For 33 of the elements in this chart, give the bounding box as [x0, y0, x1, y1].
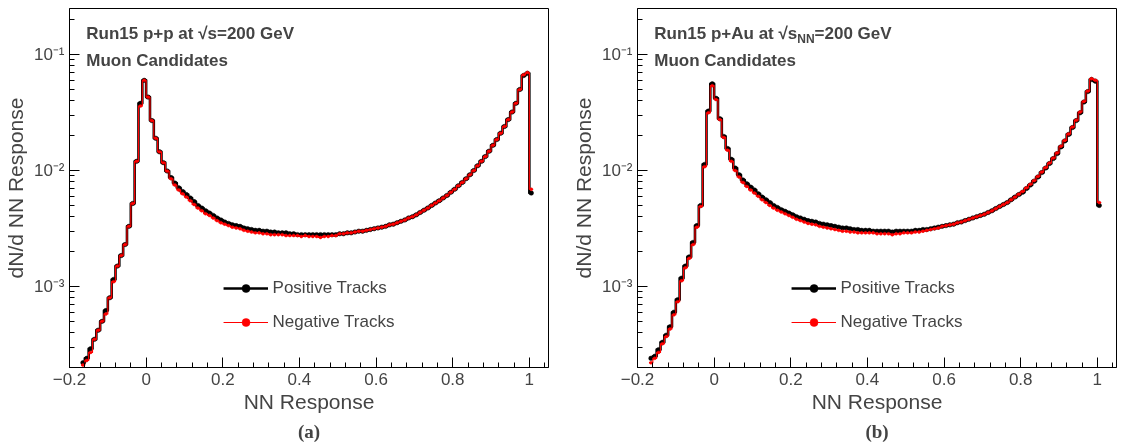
- text: (b): [865, 420, 889, 443]
- x-tick-label: 0.8: [1008, 369, 1033, 389]
- y-axis-title: dN/d NN Response: [3, 97, 27, 279]
- x-tick-label: 1: [524, 369, 535, 389]
- legend-label: Positive Tracks: [840, 278, 955, 298]
- legend-label: Negative Tracks: [272, 312, 395, 332]
- x-tick-label: 0.2: [778, 369, 803, 389]
- x-tick-label: 0.4: [287, 369, 312, 389]
- y-axis-title: dN/d NN Response: [571, 97, 595, 279]
- x-axis-title: NN Response: [811, 389, 943, 413]
- y-tick-label: 10⁻¹: [33, 45, 65, 65]
- y-tick-label: 10⁻²: [601, 161, 633, 181]
- y-tick-label: 10⁻²: [33, 161, 65, 181]
- x-tick-label: −0.2: [620, 369, 655, 389]
- y-tick-label: 10⁻³: [33, 276, 65, 296]
- x-tick-label: 0: [709, 369, 719, 389]
- x-tick-label: −0.2: [52, 369, 87, 389]
- legend-label: Negative Tracks: [840, 312, 963, 332]
- x-tick-label: 1: [1092, 369, 1103, 389]
- x-tick-label: 0.6: [364, 369, 388, 389]
- text: (a): [297, 420, 321, 443]
- text: Run15 p+p at √s=200 GeV: [86, 24, 295, 44]
- y-tick-label: 10⁻³: [601, 276, 633, 296]
- x-tick-label: 0.6: [932, 369, 956, 389]
- x-tick-label: 0.2: [210, 369, 235, 389]
- x-tick-label: 0.4: [855, 369, 880, 389]
- x-tick-label: 0: [141, 369, 151, 389]
- y-tick-label: 10⁻¹: [601, 45, 633, 65]
- x-tick-label: 0.8: [440, 369, 465, 389]
- text: Muon Candidates: [86, 51, 228, 71]
- text: Muon Candidates: [654, 51, 796, 71]
- legend-label: Positive Tracks: [272, 278, 387, 298]
- x-axis-title: NN Response: [243, 389, 375, 413]
